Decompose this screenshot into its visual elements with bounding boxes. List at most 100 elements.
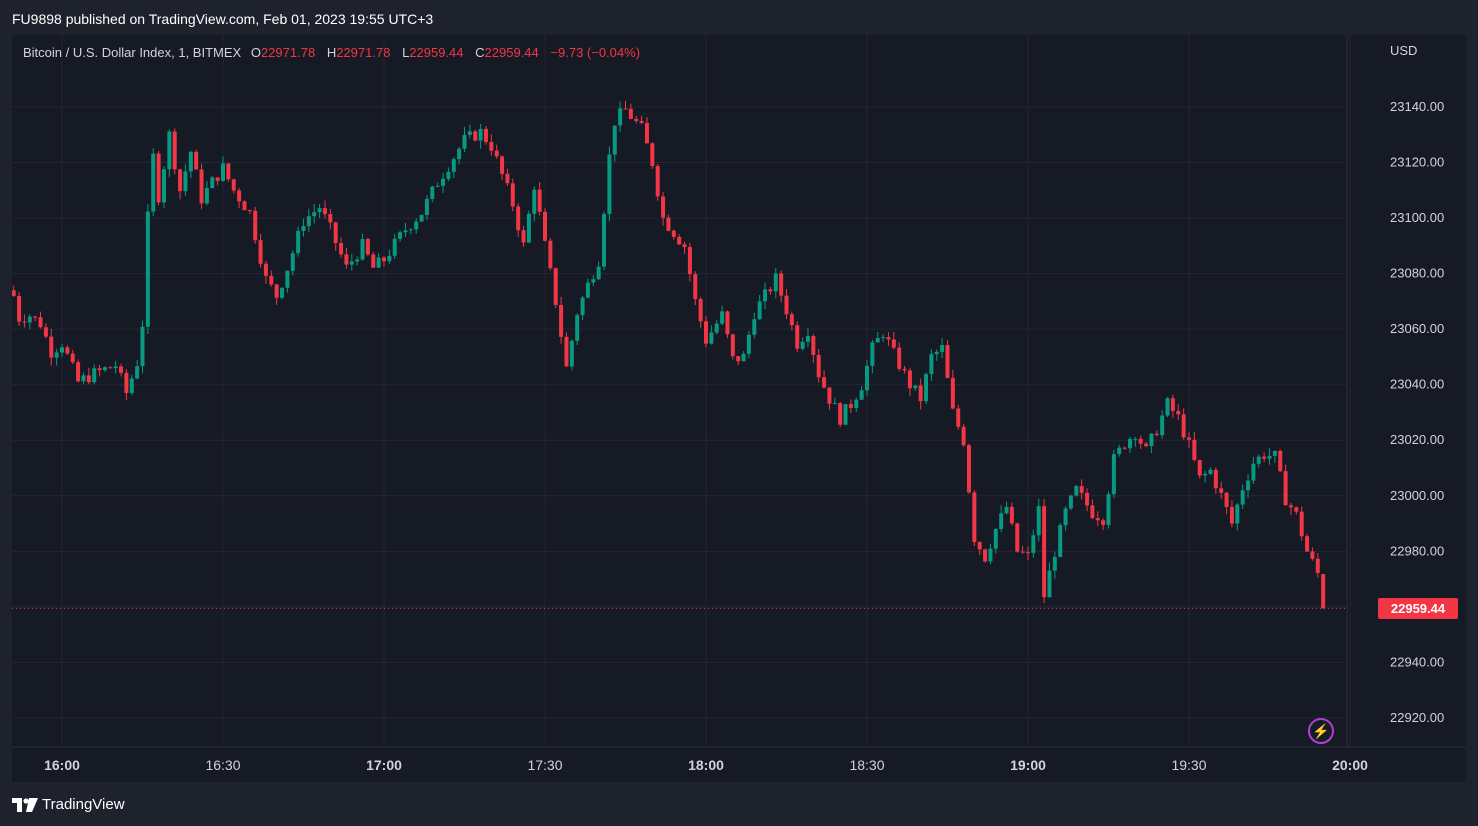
candle-body <box>698 299 703 322</box>
candle-body <box>816 354 821 378</box>
candle-body <box>1117 447 1122 455</box>
candle-body <box>1133 438 1138 440</box>
chart-legend[interactable]: Bitcoin / U.S. Dollar Index, 1, BITMEX O… <box>23 44 640 62</box>
candle-body <box>644 122 649 144</box>
candle-body <box>537 189 542 212</box>
candle-body <box>1160 415 1165 436</box>
candle-body <box>945 345 950 378</box>
candle-body <box>1090 505 1095 519</box>
candle-body <box>1144 443 1149 447</box>
candle-body <box>1229 507 1234 524</box>
candle-body <box>730 334 735 357</box>
candle-body <box>258 240 263 264</box>
candle-body <box>462 134 467 149</box>
x-tick-label: 19:00 <box>1010 757 1046 773</box>
candle-body <box>204 188 209 204</box>
candle-body <box>376 257 381 268</box>
y-tick-label: 23040.00 <box>1390 377 1444 392</box>
candle-body <box>687 247 692 275</box>
candlestick-chart[interactable]: 23140.00 23120.00 23100.00 23080.00 23060.00… <box>12 35 1466 782</box>
chart-pane[interactable]: 23140.00 23120.00 23100.00 23080.00 23060.00… <box>12 35 1466 782</box>
candle-body <box>339 242 344 255</box>
candle-body <box>993 528 998 549</box>
candle-body <box>983 549 988 562</box>
candle-body <box>188 151 193 172</box>
candle-body <box>548 240 553 269</box>
candle-body <box>27 316 32 323</box>
candle-body <box>950 377 955 409</box>
candle-body <box>913 385 918 389</box>
candle-body <box>221 163 225 181</box>
candle-body <box>1176 410 1181 415</box>
x-tick-label: 17:30 <box>527 757 562 773</box>
candle-body <box>886 337 891 340</box>
candle-body <box>628 108 633 119</box>
candle-body <box>263 263 268 276</box>
candle-body <box>124 372 129 394</box>
candle-body <box>280 287 285 298</box>
candle-body <box>612 125 617 155</box>
candle-body <box>199 169 204 204</box>
candle-body <box>704 321 708 344</box>
candle-body <box>623 108 628 110</box>
candle-body <box>666 217 671 231</box>
candle-body <box>478 128 483 141</box>
open-value: 22971.78 <box>260 45 316 60</box>
candle-body <box>178 169 183 192</box>
y-tick-label: 23100.00 <box>1390 210 1444 225</box>
candle-body <box>1305 536 1310 552</box>
candle-body <box>49 336 54 358</box>
candle-body <box>355 259 360 262</box>
candle-body <box>441 178 446 186</box>
candle-body <box>569 340 574 367</box>
y-tick-label: 23080.00 <box>1390 266 1444 281</box>
candle-body <box>1149 433 1154 447</box>
candle-body <box>1224 492 1229 508</box>
candle-body <box>591 279 596 283</box>
footer-brand[interactable]: TradingView <box>12 795 125 815</box>
candle-body <box>1272 450 1277 456</box>
candle-body <box>709 332 714 344</box>
candle-body <box>457 148 462 160</box>
candle-body <box>22 321 27 323</box>
candle-body <box>1240 490 1245 505</box>
candle-body <box>92 368 97 383</box>
candle-body <box>838 403 843 425</box>
candle-body <box>1052 556 1057 571</box>
candle-body <box>145 211 150 327</box>
candle-body <box>215 177 220 181</box>
candle-body <box>865 365 869 391</box>
candle-body <box>768 289 773 292</box>
candle-body <box>602 214 607 267</box>
currency-label[interactable]: USD <box>1390 43 1418 58</box>
candle-body <box>618 108 623 126</box>
candle-body <box>693 274 698 300</box>
candle-body <box>854 399 859 408</box>
candle-body <box>677 236 682 245</box>
candle-body <box>349 261 354 265</box>
candle-body <box>634 118 639 121</box>
candle-body <box>789 314 794 326</box>
candle-body <box>1031 535 1036 553</box>
candle-body <box>1042 506 1047 598</box>
x-tick-label: 17:00 <box>366 757 402 773</box>
bolt-icon[interactable]: ⚡ <box>1308 718 1334 744</box>
candle-body <box>736 356 741 362</box>
candle-body <box>655 166 660 197</box>
close-value: 22959.44 <box>484 45 539 60</box>
candle-body <box>811 336 816 355</box>
candle-body <box>505 173 510 184</box>
symbol-title[interactable]: Bitcoin / U.S. Dollar Index, 1, BITMEX <box>23 45 242 60</box>
candle-body <box>360 239 365 260</box>
candle-body <box>1138 438 1143 444</box>
candle-body <box>543 211 547 241</box>
candle-body <box>387 255 392 262</box>
candle-body <box>210 177 215 189</box>
candle-body <box>365 239 370 255</box>
candle-body <box>972 492 977 543</box>
candle-body <box>226 163 231 180</box>
candle-body <box>870 342 875 366</box>
candle-body <box>1262 456 1267 459</box>
candle-body <box>451 159 456 172</box>
candle-body <box>924 374 929 402</box>
